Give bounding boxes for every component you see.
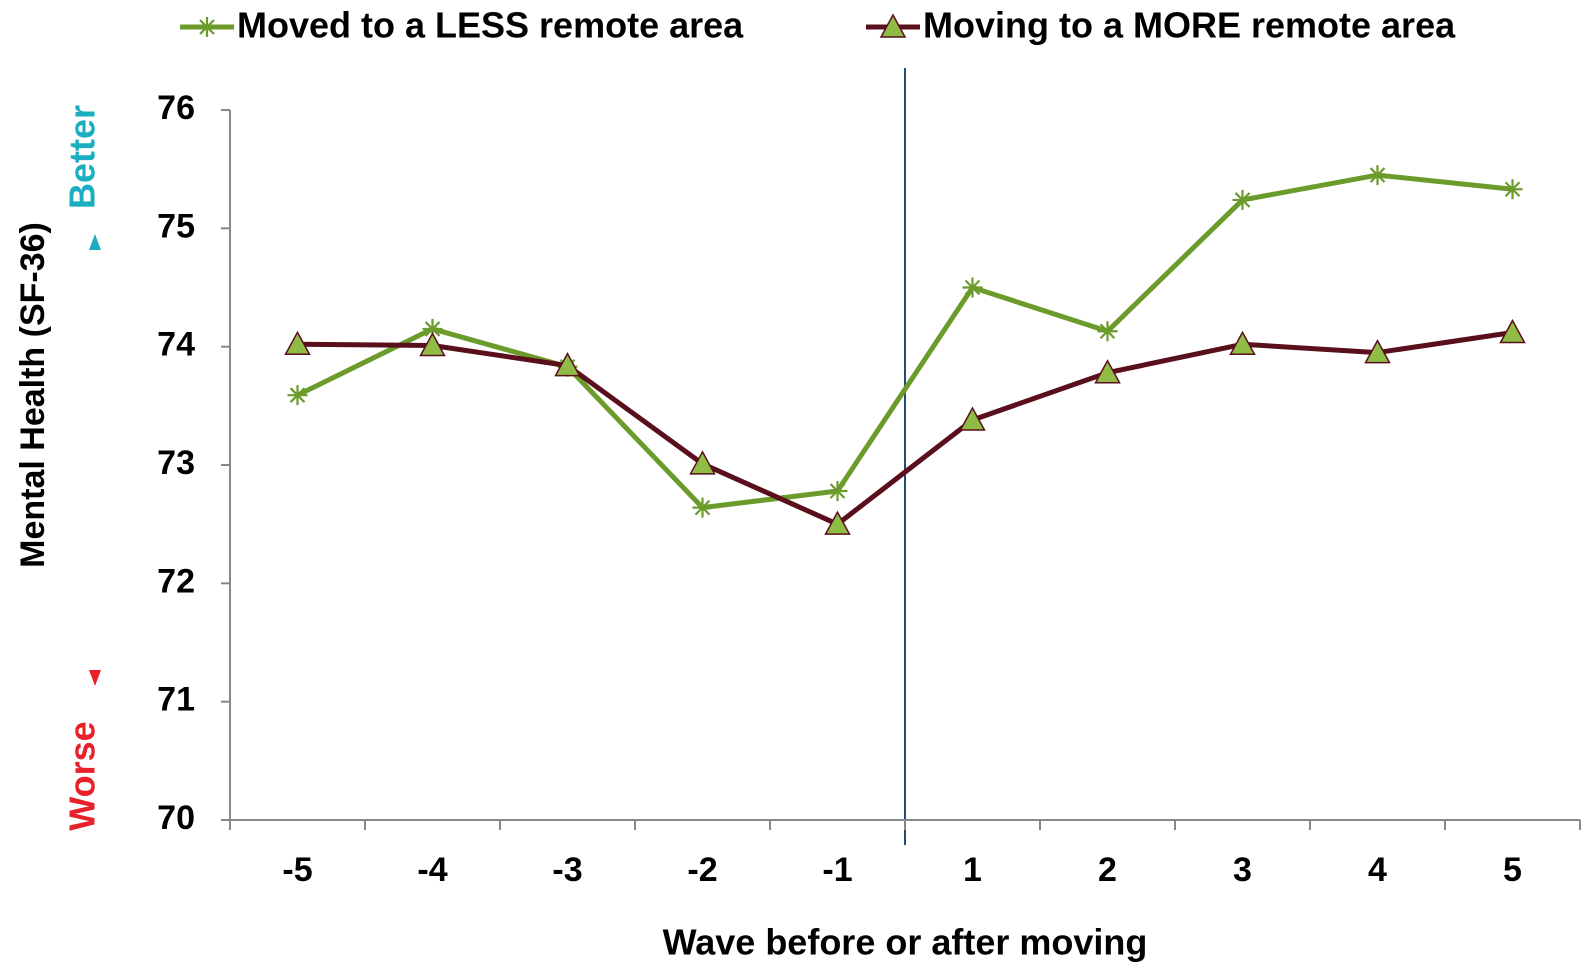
- data-point: [1364, 339, 1391, 364]
- x-tick-label: 5: [1503, 851, 1522, 889]
- data-point: [287, 385, 308, 406]
- series-line: [296, 172, 1513, 511]
- data-point: [824, 510, 851, 535]
- data-point: [419, 331, 446, 357]
- x-tick-label: 2: [1098, 851, 1117, 889]
- data-point: [1367, 165, 1388, 186]
- data-point: [962, 277, 983, 298]
- series-line: [297, 329, 1513, 527]
- y-tick-label: 76: [157, 89, 195, 127]
- data-point: [422, 318, 443, 339]
- annotation: Better: [62, 105, 103, 209]
- y-tick-label: 74: [157, 326, 195, 364]
- arrow-head-down: [89, 670, 101, 686]
- annotation: Worse: [62, 721, 103, 830]
- y-tick-label: 75: [157, 207, 195, 245]
- x-tick-label: -4: [417, 851, 447, 889]
- data-point: [959, 406, 986, 431]
- y-axis-title: Mental Health (SF-36): [14, 222, 52, 568]
- x-tick-label: 3: [1233, 851, 1252, 889]
- data-point: [692, 497, 713, 518]
- x-tick-label: -5: [282, 851, 312, 889]
- x-tick-label: -2: [687, 851, 717, 889]
- data-point: [827, 481, 848, 502]
- legend-marker: [879, 13, 907, 38]
- legend-label: Moving to a MORE remote area: [923, 5, 1456, 46]
- data-point: [1232, 189, 1253, 210]
- y-tick-label: 72: [157, 562, 195, 600]
- y-tick-label: 71: [157, 681, 195, 719]
- data-point: [554, 352, 581, 377]
- data-point: [1502, 179, 1523, 200]
- data-point: [689, 450, 716, 475]
- legend-label: Moved to a LESS remote area: [237, 5, 744, 46]
- data-point: [1097, 321, 1118, 342]
- data-point: [1499, 318, 1526, 344]
- data-point: [284, 330, 311, 356]
- x-axis-title: Wave before or after moving: [663, 922, 1148, 963]
- data-point: [1229, 330, 1256, 356]
- data-point: [1094, 359, 1121, 384]
- x-tick-label: 1: [963, 851, 982, 889]
- y-tick-label: 73: [157, 444, 195, 482]
- legend-marker: [197, 17, 217, 37]
- x-tick-label: 4: [1368, 851, 1387, 889]
- x-tick-label: -3: [552, 851, 582, 889]
- arrow-head-up: [89, 234, 101, 250]
- y-tick-label: 70: [157, 799, 195, 837]
- x-tick-label: -1: [822, 851, 852, 889]
